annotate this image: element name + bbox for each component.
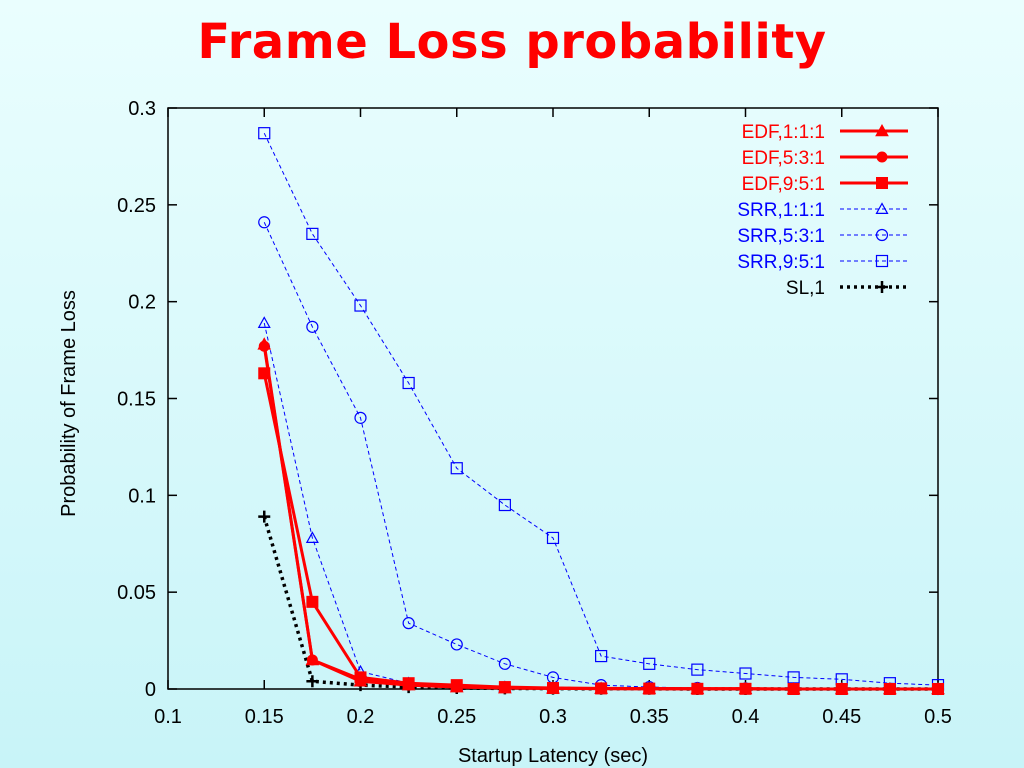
square-marker [402, 677, 415, 690]
x-tick-label: 0.45 [822, 706, 861, 728]
circle-marker [875, 228, 889, 242]
plot-frame [167, 107, 939, 690]
square-marker [354, 299, 367, 312]
legend-label: EDF,5:3:1 [742, 148, 825, 169]
square-marker [498, 681, 511, 694]
legend-label: SRR,1:1:1 [737, 200, 825, 221]
legend-entry: EDF,9:5:1 [742, 174, 908, 195]
circle-marker [258, 340, 270, 352]
y-axis-label: Probability of Frame Loss [58, 290, 80, 517]
y-tick-label: 0.05 [117, 582, 156, 604]
square-marker [547, 682, 559, 695]
x-tick-label: 0.35 [630, 706, 669, 728]
triangle-marker [875, 202, 889, 214]
square-marker [450, 679, 463, 692]
series-srr-1-1-1 [257, 316, 945, 695]
square-marker [875, 254, 889, 268]
x-tick-label: 0.2 [347, 706, 375, 728]
square-marker [739, 667, 752, 680]
series-line [262, 345, 938, 691]
legend-label: SL,1 [786, 278, 825, 299]
triangle-marker [875, 123, 889, 137]
series-line [263, 132, 939, 686]
square-marker [932, 683, 944, 695]
circle-marker [306, 320, 319, 333]
square-marker [306, 595, 319, 608]
y-tick-label: 0.1 [128, 485, 156, 507]
y-tick-label: 0.15 [117, 389, 156, 411]
square-marker [876, 177, 888, 189]
legend-entry: EDF,1:1:1 [742, 122, 908, 143]
triangle-marker [257, 316, 271, 328]
circle-marker [402, 617, 415, 630]
square-marker [691, 663, 704, 676]
legend-entry: SL,1 [786, 278, 908, 299]
circle-marker [354, 411, 367, 424]
series-line [262, 344, 938, 691]
circle-marker [876, 151, 888, 163]
square-marker [883, 683, 896, 695]
x-tick-label: 0.3 [539, 706, 567, 728]
y-tick-label: 0.2 [128, 292, 156, 314]
x-axis-label: Startup Latency (sec) [458, 745, 648, 767]
square-marker [835, 683, 848, 695]
square-marker [258, 367, 271, 380]
square-marker [402, 376, 415, 390]
plus-marker [876, 281, 888, 293]
legend-label: SRR,9:5:1 [737, 252, 825, 273]
circle-marker [498, 657, 511, 670]
series-edf-9-5-1 [258, 367, 944, 695]
y-tick-label: 0 [145, 679, 156, 701]
series-srr-9-5-1 [258, 127, 945, 692]
legend-label: EDF,9:5:1 [742, 174, 825, 195]
square-marker [643, 682, 656, 695]
legend-entry: EDF,5:3:1 [742, 148, 908, 169]
legend-label: SRR,5:3:1 [737, 226, 825, 247]
square-marker [595, 682, 608, 695]
y-tick-label: 0.25 [117, 195, 156, 217]
series-line [262, 516, 938, 691]
plus-marker [258, 510, 271, 523]
circle-marker [306, 654, 318, 666]
x-tick-label: 0.15 [245, 706, 284, 728]
x-tick-label: 0.25 [437, 706, 476, 728]
square-marker [595, 649, 608, 663]
legend-entry: SRR,1:1:1 [737, 200, 908, 221]
triangle-marker [305, 531, 319, 543]
x-tick-label: 0.1 [154, 706, 182, 728]
square-marker [450, 462, 463, 475]
series-line [263, 322, 938, 690]
square-marker [787, 683, 800, 695]
series-edf-5-3-1 [258, 340, 944, 695]
x-tick-label: 0.4 [732, 706, 760, 728]
square-marker [306, 227, 319, 240]
square-marker [643, 657, 656, 670]
legend-entry: SRR,9:5:1 [737, 252, 908, 273]
circle-marker [258, 216, 271, 229]
x-tick-label: 0.5 [924, 706, 952, 728]
square-marker [258, 127, 271, 140]
square-marker [498, 498, 511, 512]
series-line [263, 222, 939, 690]
circle-marker [450, 638, 463, 651]
legend-label: EDF,1:1:1 [742, 122, 825, 143]
square-marker [691, 682, 704, 695]
square-marker [546, 531, 560, 545]
y-tick-label: 0.3 [128, 98, 156, 120]
square-marker [739, 682, 752, 695]
slide-title: Frame Loss probability [197, 14, 827, 70]
legend-entry: SRR,5:3:1 [737, 226, 908, 247]
plus-marker [306, 675, 319, 688]
series-edf-1-1-1 [257, 337, 945, 695]
square-marker [354, 671, 367, 684]
